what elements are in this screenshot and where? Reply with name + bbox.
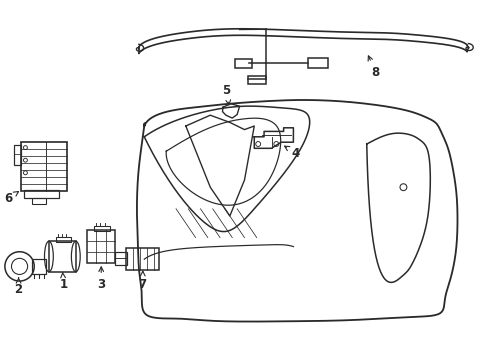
Bar [49, 241, 76, 272]
Bar [32, 259, 46, 274]
Bar [20, 142, 67, 191]
Bar [14, 145, 21, 165]
Bar [307, 58, 327, 68]
Text: 5: 5 [222, 84, 230, 105]
Bar [94, 226, 109, 231]
Text: 8: 8 [367, 56, 379, 78]
Text: 1: 1 [60, 273, 67, 291]
Text: 6: 6 [5, 192, 19, 204]
Bar [126, 248, 159, 270]
Bar [248, 76, 265, 84]
Bar [87, 230, 115, 263]
Bar [56, 237, 71, 242]
Text: 7: 7 [139, 271, 146, 291]
Text: 3: 3 [97, 267, 105, 291]
Text: 4: 4 [284, 146, 299, 159]
Bar [32, 198, 46, 204]
Bar [234, 59, 251, 68]
Bar [115, 252, 127, 265]
Bar [24, 190, 59, 198]
Text: 2: 2 [15, 278, 22, 296]
